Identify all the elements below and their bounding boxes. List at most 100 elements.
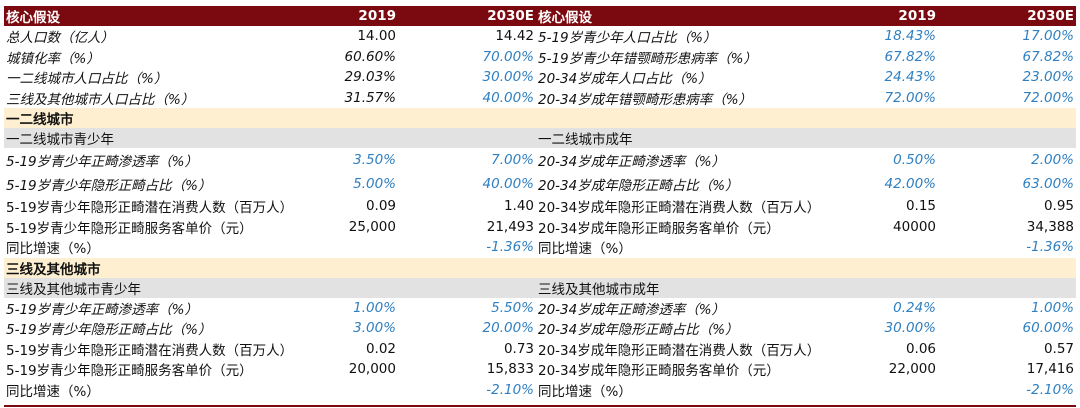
value-2030e: 67.82% bbox=[1022, 48, 1074, 65]
row-label: 同比增速（%） bbox=[6, 383, 100, 400]
section-row-tier1: 一二线城市 bbox=[4, 108, 1076, 128]
value-2019: 0.02 bbox=[365, 340, 396, 357]
row-label: 5-19岁青少年隐形正畸潜在消费人数（百万人） bbox=[6, 342, 294, 359]
row-label: 5-19岁青少年隐形正畸占比（%） bbox=[6, 178, 212, 194]
table-row: 5-19岁青少年隐形正畸服务客单价（元） 20,000 15,833 20-34… bbox=[4, 359, 1076, 380]
value-2030e: 17,416 bbox=[1026, 361, 1074, 378]
row-label: 5-19岁青少年人口占比（%） bbox=[538, 30, 717, 47]
row-label: 20-34岁成年隐形正畸占比（%） bbox=[538, 178, 739, 194]
value-2030e: 34,388 bbox=[1026, 218, 1074, 235]
value-2030e: 0.95 bbox=[1043, 198, 1074, 215]
value-2019: 3.50% bbox=[353, 152, 396, 168]
value-2019: 60.60% bbox=[344, 48, 396, 65]
value-2019: 31.57% bbox=[344, 89, 396, 106]
value-2030e: 60.00% bbox=[1022, 320, 1074, 337]
value-2030e: 0.73 bbox=[503, 340, 534, 357]
value-2030e: 21,493 bbox=[486, 218, 534, 235]
value-2019 bbox=[316, 237, 398, 258]
value-2019: 0.15 bbox=[905, 198, 936, 215]
row-label: 5-19岁青少年正畸渗透率（%） bbox=[6, 154, 198, 170]
table-row: 5-19岁青少年隐形正畸占比（%） 5.00% 40.00% 20-34岁成年隐… bbox=[4, 172, 1076, 196]
row-label: 20-34岁成年隐形正畸占比（%） bbox=[538, 322, 739, 339]
assumption-table: 核心假设 2019 2030E 核心假设 2019 2030E 总人口数（亿人）… bbox=[4, 6, 1076, 400]
table-row: 同比增速（%） -1.36% 同比增速（%） -1.36% bbox=[4, 237, 1076, 258]
value-2019: 72.00% bbox=[884, 89, 936, 106]
subsection-title-adult: 一二线城市成年 bbox=[536, 128, 1076, 148]
value-2019: 0.24% bbox=[893, 299, 936, 316]
row-label: 20-34岁成年人口占比（%） bbox=[538, 71, 712, 88]
section-title: 一二线城市 bbox=[4, 108, 1076, 128]
value-2019 bbox=[848, 380, 938, 401]
row-label: 20-34岁成年正畸渗透率（%） bbox=[538, 301, 726, 318]
value-2030e: -1.36% bbox=[486, 239, 534, 256]
row-label: 20-34岁成年错颚畸形患病率（%） bbox=[538, 91, 753, 108]
value-2019: 3.00% bbox=[353, 320, 396, 337]
table-row: 一二线城市人口占比（%） 29.03% 30.00% 20-34岁成年人口占比（… bbox=[4, 67, 1076, 88]
right-header-2019: 2019 bbox=[848, 6, 938, 26]
row-label: 5-19岁青少年正畸渗透率（%） bbox=[6, 301, 198, 318]
value-2030e: -2.10% bbox=[1026, 381, 1074, 398]
value-2019: 30.00% bbox=[884, 320, 936, 337]
value-2019: 18.43% bbox=[884, 28, 936, 45]
left-header-2030e: 2030E bbox=[398, 6, 536, 26]
value-2030e: 15,833 bbox=[486, 361, 534, 378]
section-row-tier3: 三线及其他城市 bbox=[4, 257, 1076, 278]
value-2019: 25,000 bbox=[348, 218, 396, 235]
table-header-row: 核心假设 2019 2030E 核心假设 2019 2030E bbox=[4, 6, 1076, 26]
value-2030e: 0.57 bbox=[1043, 340, 1074, 357]
value-2030e: 5.50% bbox=[491, 299, 534, 316]
value-2030e: 23.00% bbox=[1022, 69, 1074, 86]
row-label: 5-19岁青少年隐形正畸潜在消费人数（百万人） bbox=[6, 200, 294, 217]
value-2019: 5.00% bbox=[353, 176, 396, 192]
right-header-title: 核心假设 bbox=[536, 6, 848, 26]
row-label: 20-34岁成年隐形正畸服务客单价（元） bbox=[538, 363, 780, 380]
value-2019 bbox=[848, 237, 938, 258]
table-row: 城镇化率（%） 60.60% 70.00% 5-19岁青少年错颚畸形患病率（%）… bbox=[4, 47, 1076, 68]
value-2030e: 70.00% bbox=[482, 48, 534, 65]
row-label: 5-19岁青少年隐形正畸服务客单价（元） bbox=[6, 220, 253, 237]
left-header-title: 核心假设 bbox=[4, 6, 316, 26]
row-label: 一二线城市人口占比（%） bbox=[6, 71, 168, 88]
row-label: 5-19岁青少年错颚畸形患病率（%） bbox=[538, 50, 757, 67]
row-label: 总人口数（亿人） bbox=[6, 30, 114, 47]
row-label: 20-34岁成年隐形正畸潜在消费人数（百万人） bbox=[538, 342, 821, 359]
value-2030e: 40.00% bbox=[482, 176, 534, 192]
row-label: 同比增速（%） bbox=[538, 383, 632, 400]
left-header-2019: 2019 bbox=[316, 6, 398, 26]
value-2030e: 72.00% bbox=[1022, 89, 1074, 106]
value-2019: 1.00% bbox=[353, 299, 396, 316]
table-row: 5-19岁青少年正畸渗透率（%） 3.50% 7.00% 20-34岁成年正畸渗… bbox=[4, 148, 1076, 172]
value-2019: 67.82% bbox=[884, 48, 936, 65]
row-label: 5-19岁青少年隐形正畸服务客单价（元） bbox=[6, 363, 253, 380]
table-row: 5-19岁青少年隐形正畸潜在消费人数（百万人） 0.02 0.73 20-34岁… bbox=[4, 339, 1076, 360]
value-2019: 42.00% bbox=[884, 176, 936, 192]
value-2030e: 40.00% bbox=[482, 89, 534, 106]
row-label: 20-34岁成年正畸渗透率（%） bbox=[538, 154, 726, 170]
value-2019: 0.06 bbox=[905, 340, 936, 357]
table-row: 同比增速（%） -2.10% 同比增速（%） -2.10% bbox=[4, 380, 1076, 401]
table-row: 总人口数（亿人） 14.00 14.42 5-19岁青少年人口占比（%） 18.… bbox=[4, 26, 1076, 47]
value-2019: 22,000 bbox=[888, 361, 936, 378]
value-2019: 0.50% bbox=[893, 152, 936, 168]
value-2030e: 20.00% bbox=[482, 320, 534, 337]
row-label: 城镇化率（%） bbox=[6, 50, 100, 67]
value-2030e: 30.00% bbox=[482, 69, 534, 86]
value-2030e: -1.36% bbox=[1026, 239, 1074, 256]
row-label: 20-34岁成年隐形正畸服务客单价（元） bbox=[538, 220, 780, 237]
right-header-2030e: 2030E bbox=[938, 6, 1076, 26]
value-2019: 40000 bbox=[893, 218, 936, 235]
value-2030e: 17.00% bbox=[1022, 28, 1074, 45]
row-label: 同比增速（%） bbox=[6, 241, 100, 258]
subsection-title-youth: 三线及其他城市青少年 bbox=[4, 277, 536, 298]
value-2030e: 2.00% bbox=[1031, 152, 1074, 168]
table-row: 5-19岁青少年隐形正畸占比（%） 3.00% 20.00% 20-34岁成年隐… bbox=[4, 318, 1076, 339]
value-2019: 29.03% bbox=[344, 69, 396, 86]
subsection-row-tier1: 一二线城市青少年 一二线城市成年 bbox=[4, 128, 1076, 148]
row-label: 三线及其他城市人口占比（%） bbox=[6, 91, 195, 108]
value-2019: 14.00 bbox=[357, 28, 396, 45]
table-row: 5-19岁青少年隐形正畸潜在消费人数（百万人） 0.09 1.40 20-34岁… bbox=[4, 196, 1076, 217]
table-row: 5-19岁青少年隐形正畸服务客单价（元） 25,000 21,493 20-34… bbox=[4, 217, 1076, 238]
value-2019 bbox=[316, 380, 398, 401]
value-2030e: 14.42 bbox=[495, 28, 534, 45]
subsection-title-adult: 三线及其他城市成年 bbox=[536, 277, 1076, 298]
